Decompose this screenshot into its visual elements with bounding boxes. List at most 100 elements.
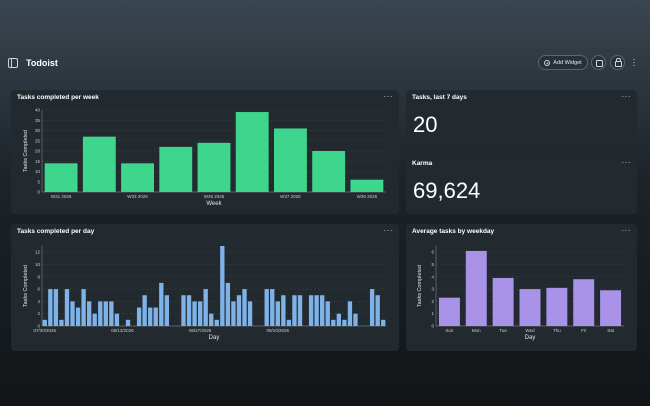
card-menu-icon[interactable]: ···	[383, 226, 393, 235]
y-tick-label: 0	[431, 324, 434, 329]
y-tick-label: 4	[431, 274, 434, 279]
plus-circle-icon: +	[544, 59, 551, 67]
card-menu-icon[interactable]: ···	[383, 92, 393, 101]
y-tick-label: 10	[35, 169, 41, 174]
bar	[214, 319, 219, 326]
x-tick-label: 09/10/2026	[267, 328, 290, 333]
bar	[350, 179, 384, 192]
bar	[192, 301, 197, 326]
bar	[381, 319, 386, 326]
karma-value: 69,624	[413, 178, 481, 203]
daily-chart: 0 2 4 6 8 10 12 07/30/2026 08/13/2026 08/27/2026 0…	[23, 246, 386, 341]
bar	[186, 295, 192, 326]
bar	[64, 289, 70, 326]
bar	[600, 290, 622, 326]
lock-button[interactable]	[610, 55, 625, 70]
card-last7: Tasks, last 7 days ··· 20	[406, 90, 637, 150]
bar	[136, 307, 142, 326]
bar	[347, 301, 353, 326]
bar	[320, 295, 325, 326]
more-options-icon[interactable]: · · ·	[632, 54, 636, 70]
bar	[81, 289, 86, 326]
bar	[125, 319, 131, 326]
card-weekday: Average tasks by weekday ··· 0 1 2 3 4 5 6 Sun M…	[406, 224, 637, 351]
x-tick-label: Thu	[553, 328, 561, 333]
bar	[492, 278, 514, 326]
bar	[264, 289, 269, 326]
bar	[369, 289, 375, 326]
card-menu-icon[interactable]: ···	[621, 226, 631, 235]
x-axis-label: Week	[206, 201, 222, 207]
add-widget-button[interactable]: + Add Widget	[538, 55, 588, 70]
bar	[86, 301, 92, 326]
card-menu-icon[interactable]: ···	[621, 158, 631, 167]
y-tick-label: 5	[37, 179, 40, 184]
bar	[331, 319, 336, 326]
add-widget-label: Add Widget	[553, 59, 582, 66]
y-tick-label: 15	[35, 159, 41, 164]
bar	[197, 142, 231, 192]
y-tick-label: 8	[37, 274, 40, 279]
y-tick-label: 2	[431, 299, 434, 304]
x-axis-label: Day	[209, 335, 220, 341]
x-tick-label: Sun	[445, 328, 454, 333]
y-tick-label: 4	[37, 299, 40, 304]
card-weekly: Tasks completed per week ··· 0 5 10 15 20 25 3…	[11, 90, 399, 214]
bar	[314, 295, 319, 326]
bar	[325, 301, 330, 326]
bar	[242, 289, 247, 326]
bar	[209, 313, 214, 326]
bar	[48, 289, 53, 326]
bar	[159, 146, 193, 192]
bar	[275, 301, 280, 326]
card-karma: Karma ··· 69,624	[406, 156, 637, 214]
y-tick-label: 20	[35, 149, 41, 154]
bar	[236, 295, 242, 326]
x-tick-label: W35 2026	[204, 194, 225, 199]
x-tick-label: W33 2026	[127, 194, 148, 199]
bar	[353, 313, 358, 326]
bar	[98, 301, 103, 326]
card-menu-icon[interactable]: ···	[621, 92, 631, 101]
y-tick-label: 3	[431, 287, 434, 292]
bar	[247, 301, 253, 326]
y-tick-label: 2	[37, 311, 40, 316]
y-tick-label: 6	[431, 250, 434, 255]
y-tick-label: 35	[35, 118, 41, 123]
x-tick-label: Mon	[472, 328, 481, 333]
tasks-last-7-value: 20	[413, 112, 438, 137]
bar	[92, 313, 97, 326]
app-title: Todoist	[26, 58, 58, 68]
bar	[292, 295, 297, 326]
y-axis-label: Tasks Completed	[417, 265, 423, 307]
bar	[308, 295, 314, 326]
bar	[312, 151, 346, 192]
card-title: Tasks completed per week	[17, 94, 99, 101]
card-title: Karma	[412, 160, 433, 167]
lock-icon	[615, 58, 622, 67]
bar	[197, 301, 203, 326]
bar	[336, 313, 342, 326]
y-axis-label: Tasks Completed	[23, 265, 29, 307]
x-tick-label: 07/30/2026	[34, 328, 57, 333]
bar	[274, 128, 307, 192]
card-title: Average tasks by weekday	[412, 228, 495, 235]
sidebar-toggle-icon[interactable]	[8, 58, 18, 68]
bar	[153, 307, 158, 326]
x-tick-label: W39 2026	[357, 194, 378, 199]
x-axis-label: Day	[525, 335, 536, 341]
x-tick-label: Fri	[581, 328, 586, 333]
bar	[220, 246, 225, 326]
bar	[159, 282, 164, 326]
bar	[82, 136, 116, 192]
x-tick-label: W37 2026	[280, 194, 301, 199]
bar	[519, 289, 541, 326]
bar	[225, 282, 231, 326]
bar	[142, 295, 147, 326]
bar	[342, 319, 347, 326]
bar	[286, 319, 292, 326]
calendar-button[interactable]	[591, 55, 606, 70]
x-tick-label: 08/27/2026	[189, 328, 212, 333]
bar	[42, 319, 47, 326]
bar	[203, 289, 208, 326]
